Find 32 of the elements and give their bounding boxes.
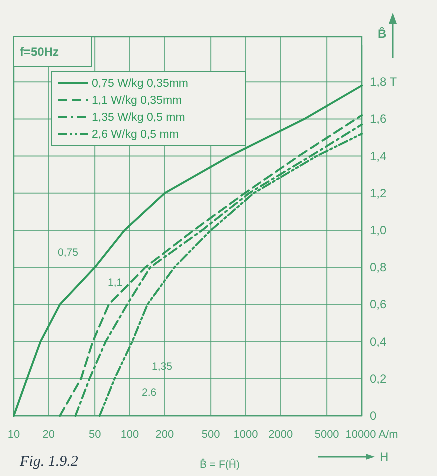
caption: Fig. 1.9.2 bbox=[19, 454, 79, 470]
y-tick-label: 0,6 bbox=[370, 298, 388, 312]
annotation: 2.6 bbox=[142, 387, 157, 399]
x-tick-label: 2000 bbox=[268, 429, 294, 441]
x-tick-label: 10000 A/m bbox=[346, 429, 398, 441]
text: B̂ = F(Ĥ) bbox=[200, 458, 240, 471]
y-tick-label: 1,2 bbox=[370, 186, 388, 200]
x-tick-label: 100 bbox=[120, 429, 140, 441]
x-tick-label: 50 bbox=[88, 429, 102, 441]
y-tick-label: 1,6 bbox=[370, 112, 388, 126]
x-tick-label: 1000 bbox=[234, 429, 258, 441]
y-tick-label: 0 bbox=[370, 409, 377, 423]
legend-label: 1,35 W/kg 0,5 mm bbox=[92, 112, 186, 124]
x-tick-label: 5000 bbox=[314, 429, 340, 441]
chart-title: f=50Hz bbox=[20, 45, 60, 59]
legend-label: 1,1 W/kg 0,35mm bbox=[92, 95, 182, 107]
annotation: 0,75 bbox=[58, 247, 79, 259]
y-axis-title: B̂ bbox=[378, 26, 387, 41]
x-tick-label: 200 bbox=[156, 429, 174, 441]
y-tick-label: 0,8 bbox=[370, 260, 388, 275]
legend-label: 0,75 W/kg 0,35mm bbox=[92, 78, 189, 90]
y-tick-label: 1,8 T bbox=[370, 75, 398, 90]
x-tick-label: 20 bbox=[42, 429, 56, 441]
y-tick-label: 1,4 bbox=[370, 149, 388, 164]
annotation: 1,1 bbox=[108, 277, 123, 289]
y-tick-label: 1,0 bbox=[370, 224, 388, 238]
x-tick-label: 500 bbox=[202, 429, 220, 441]
x-axis-title: H bbox=[380, 450, 389, 464]
legend-label: 2,6 W/kg 0,5 mm bbox=[92, 129, 179, 141]
x-tick-label: 10 bbox=[8, 429, 20, 441]
y-tick-label: 0,4 bbox=[370, 334, 388, 349]
y-tick-label: 0,2 bbox=[370, 372, 388, 386]
